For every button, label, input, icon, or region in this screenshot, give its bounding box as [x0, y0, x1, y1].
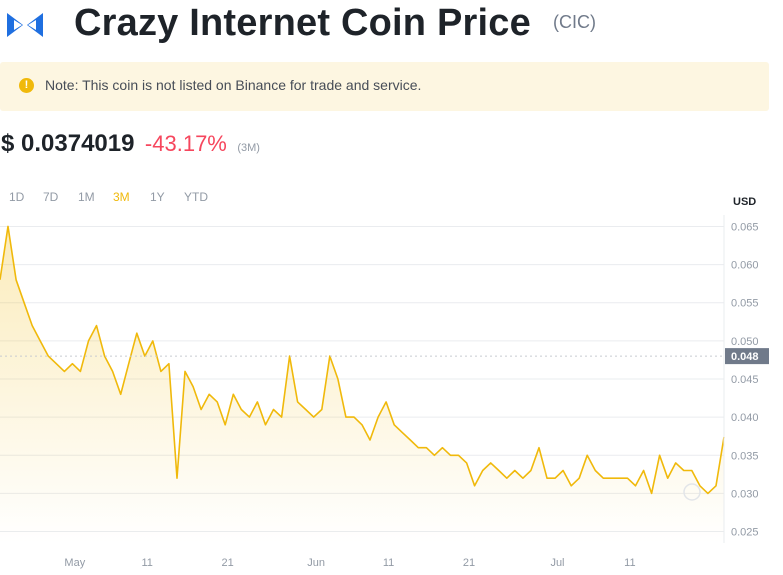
y-tick-label: 0.045: [731, 374, 759, 386]
price-change-period: (3M): [237, 142, 260, 154]
chart-watermark-icon: [683, 483, 701, 501]
y-tick-label: 0.055: [731, 298, 759, 310]
x-tick-label: Jul: [550, 557, 564, 569]
range-ytd-button[interactable]: YTD: [184, 190, 208, 204]
y-tick-label: 0.025: [731, 527, 759, 539]
page-header: Crazy Internet Coin Price (CIC): [0, 0, 783, 52]
range-1d-button[interactable]: 1D: [9, 190, 25, 204]
y-tick-label: 0.050: [731, 336, 759, 348]
range-1m-button[interactable]: 1M: [78, 190, 95, 204]
y-tick-label: 0.060: [731, 260, 759, 272]
crazy-internet-coin-logo-icon: [7, 13, 43, 37]
listing-notice-banner: Note: This coin is not listed on Binance…: [0, 62, 769, 111]
y-tick-label: 0.040: [731, 412, 759, 424]
price-change-percent: -43.17%: [144, 131, 227, 156]
x-tick-label: 11: [142, 557, 153, 569]
range-1y-button[interactable]: 1Y: [150, 190, 165, 204]
currency-label: USD: [733, 196, 757, 208]
x-tick-label: Jun: [307, 557, 325, 569]
x-tick-label: 21: [463, 557, 475, 569]
price-area-fill: [0, 226, 724, 543]
price-chart[interactable]: 0.065 0.060 0.055 0.050 0.045 0.040 0.035 0.030…: [0, 215, 783, 575]
price-summary: $ 0.0374019 -43.17% (3M): [1, 130, 260, 164]
x-tick-label: 11: [624, 557, 635, 569]
y-tick-label: 0.065: [731, 221, 759, 233]
x-tick-label: 11: [383, 557, 394, 569]
coin-ticker: (CIC): [553, 12, 596, 32]
reference-price-tag: [725, 348, 769, 365]
range-7d-button[interactable]: 7D: [43, 190, 59, 204]
page-title: Crazy Internet Coin Price: [74, 2, 531, 44]
range-3m-button[interactable]: 3M: [113, 190, 130, 204]
y-tick-label: 0.035: [731, 450, 759, 462]
price-line: [0, 225, 725, 495]
current-price: $ 0.0374019: [1, 130, 135, 157]
reference-price-label: 0.048: [731, 351, 759, 363]
warning-icon: [19, 78, 34, 93]
y-tick-label: 0.030: [731, 488, 759, 500]
x-tick-label: 21: [222, 557, 234, 569]
x-tick-label: May: [64, 557, 85, 569]
listing-notice-text: Note: This coin is not listed on Binance…: [45, 77, 422, 93]
